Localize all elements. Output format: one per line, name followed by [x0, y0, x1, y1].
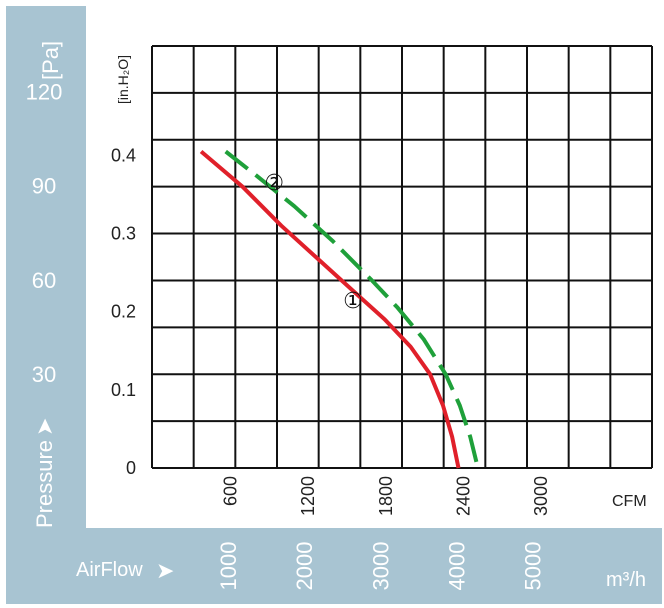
curve-label-2: ②: [264, 170, 284, 195]
x-tick-label-m3h: 4000: [444, 542, 469, 591]
y-tick-label-pa: 30: [32, 362, 56, 387]
curve-1: [199, 149, 461, 469]
x-tick-label-cfm: 2400: [453, 476, 473, 516]
performance-curves: ①②: [199, 149, 480, 469]
x-tick-label-cfm: 1800: [376, 476, 396, 516]
x-tick-label-m3h: 5000: [521, 542, 546, 591]
left-axis-panel: [6, 6, 86, 530]
x-tick-label-m3h: 3000: [368, 542, 393, 591]
y-tick-label-inh2o: 0.1: [111, 380, 136, 400]
y-tick-label-inh2o: 0.2: [111, 302, 136, 322]
cfm-unit-label: CFM: [612, 493, 647, 510]
pressure-arrow-icon: ➤: [32, 418, 57, 436]
y-tick-label-inh2o: 0: [126, 458, 136, 478]
pressure-axis-title: Pressure: [32, 440, 57, 528]
y-tick-label-inh2o: 0.4: [111, 145, 136, 165]
plot-grid: [151, 45, 653, 469]
y-tick-label-inh2o: 0.3: [111, 224, 136, 244]
curve-label-1: ①: [343, 288, 363, 313]
x-tick-label-cfm: 1200: [298, 476, 318, 516]
y-tick-label-pa: 60: [32, 268, 56, 293]
x-tick-label-m3h: 1000: [216, 542, 241, 591]
airflow-arrow-icon: ➤: [156, 558, 174, 583]
y-tick-label-pa: 90: [32, 174, 56, 199]
bottom-axis-panel: [6, 528, 662, 604]
x-tick-label-cfm: 600: [221, 476, 241, 506]
pa-unit-label: [Pa]: [38, 41, 63, 80]
curve-2: [224, 149, 480, 469]
x-tick-label-cfm: 3000: [531, 476, 551, 516]
inh2o-unit-label: [in.H₂O]: [115, 55, 131, 104]
axis-labels: 0 0.1 0.2 0.3 0.4 30 60 90 120 600 1200 1800 2400 300…: [26, 80, 551, 591]
m3h-unit-label: m³/h: [606, 569, 646, 591]
y-tick-label-pa: 120: [26, 80, 63, 105]
airflow-axis-title: AirFlow: [76, 559, 143, 581]
x-tick-label-m3h: 2000: [292, 542, 317, 591]
